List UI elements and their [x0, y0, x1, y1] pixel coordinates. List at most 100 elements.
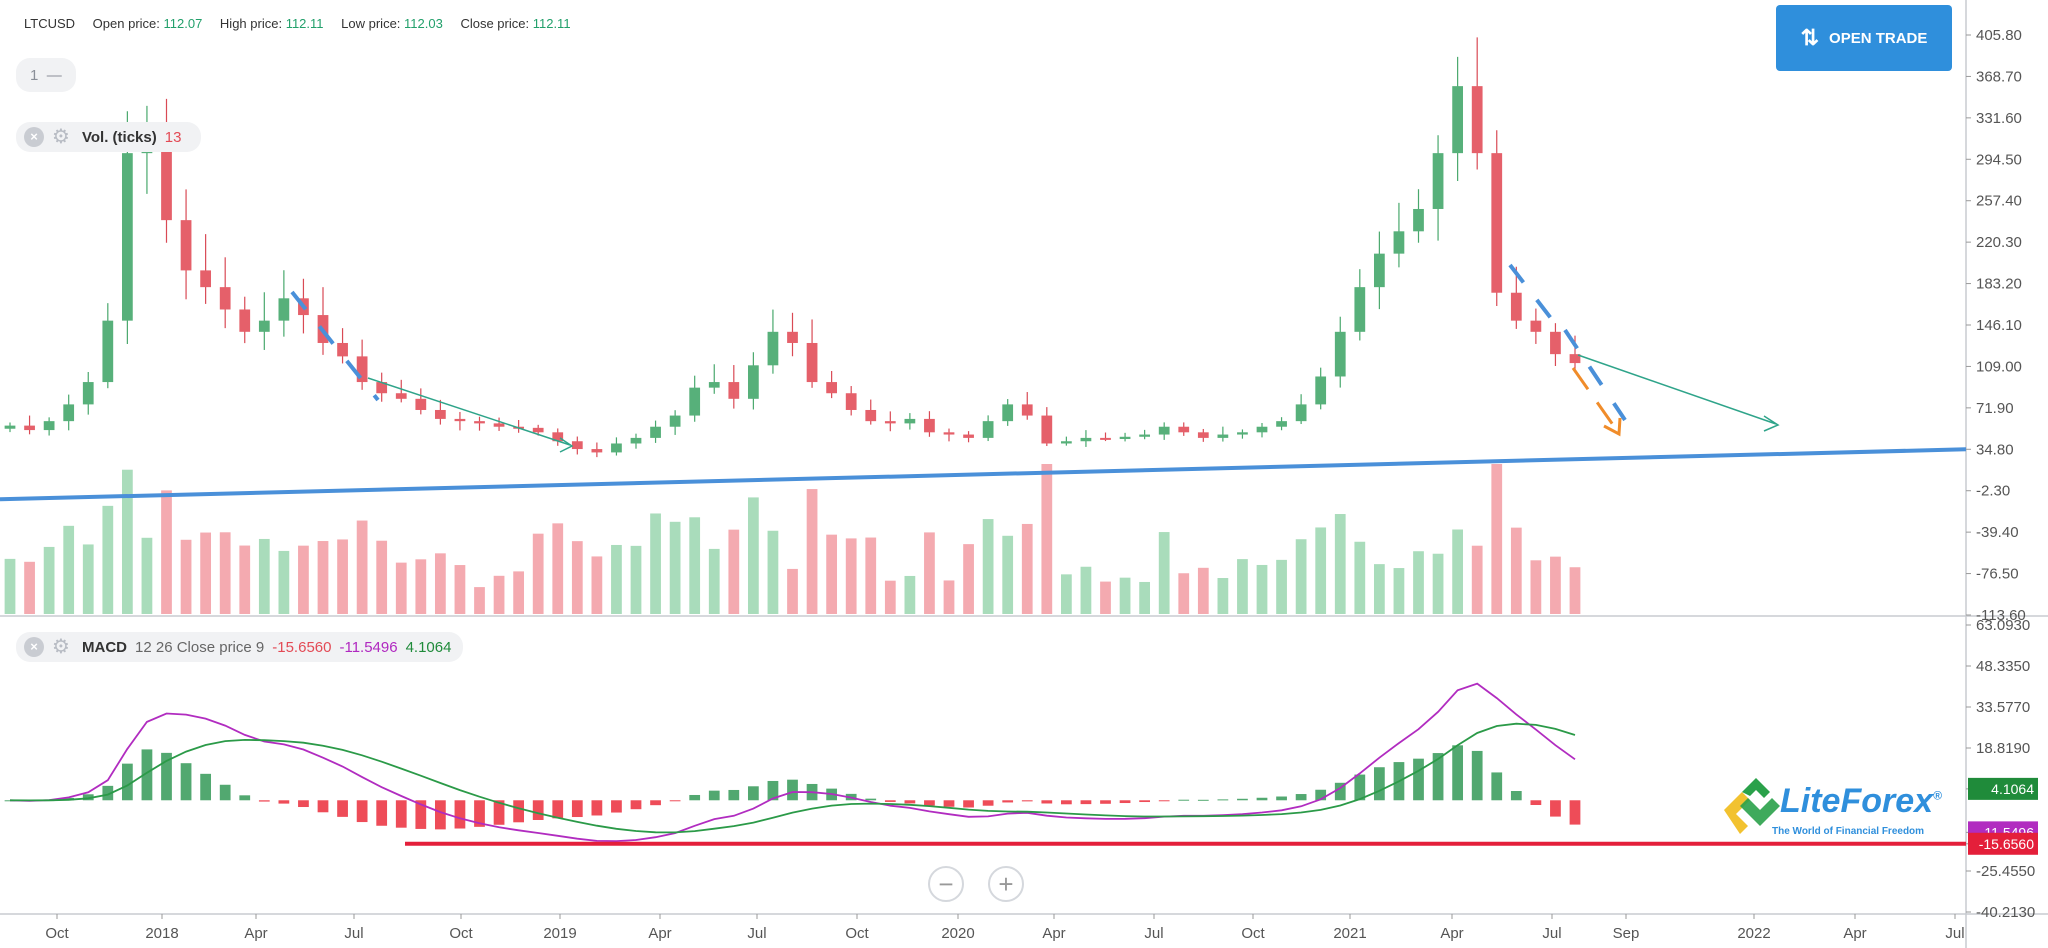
hist-value-tag-text: 4.1064: [1991, 781, 2034, 797]
volume-bar: [787, 568, 798, 614]
price-tick-label: -39.40: [1976, 524, 2019, 541]
volume-bar: [689, 517, 701, 614]
volume-bar: [121, 469, 133, 614]
macd-histogram-bar: [258, 800, 270, 802]
time-tick-label: Oct: [845, 925, 869, 942]
candle-body: [1530, 320, 1542, 332]
hist-value-tag: [1968, 777, 2038, 800]
macd-histogram-bar: [1100, 800, 1111, 804]
volume-bar: [258, 538, 270, 614]
candle-body: [904, 418, 916, 424]
macd-histogram-bar: [395, 800, 407, 828]
volume-bar: [63, 525, 75, 614]
candle-body: [630, 437, 642, 444]
macd-histogram-bar: [493, 800, 505, 825]
price-tick-label: 368.70: [1976, 68, 2022, 85]
interval-selector[interactable]: 1 —: [16, 58, 76, 92]
volume-bar: [415, 559, 427, 614]
macd-histogram-bar: [1021, 800, 1033, 802]
macd-histogram-bar: [1471, 750, 1483, 801]
open-trade-label: OPEN TRADE: [1829, 29, 1928, 47]
volume-bar: [434, 553, 446, 614]
volume-bar: [337, 539, 348, 614]
projection-arrowhead: [1763, 415, 1780, 432]
macd-histogram-bar: [239, 795, 251, 801]
candle-body: [865, 409, 877, 422]
volume-bar: [591, 556, 603, 614]
candle-body: [845, 393, 857, 410]
gear-icon[interactable]: ⚙: [52, 126, 70, 148]
logo-mark-icon: [1724, 778, 1780, 834]
candle-body: [1373, 253, 1385, 288]
volume-bar: [200, 532, 212, 614]
candle-body: [591, 449, 603, 453]
macd-histogram-bar: [298, 800, 309, 808]
volume-bar: [806, 489, 818, 614]
candle-body: [1393, 231, 1405, 254]
volume-bar: [298, 545, 309, 614]
candle-body: [376, 382, 388, 394]
volume-bar: [141, 537, 153, 614]
candle-body: [728, 382, 740, 399]
macd-histogram-bar: [121, 763, 133, 801]
macd-histogram-bar: [552, 800, 564, 819]
volume-bar: [943, 580, 955, 614]
macd-histogram-bar: [317, 800, 329, 813]
time-tick-label: Jul: [1542, 925, 1561, 942]
candle-body: [826, 382, 838, 394]
macd-histogram-bar: [1217, 799, 1229, 801]
zoom-out-button[interactable]: −: [928, 866, 964, 902]
downtrend-dashed-line: [1563, 328, 1627, 422]
candle-body: [787, 331, 798, 343]
candle-body: [4, 425, 16, 429]
macd-hist-value: 4.1064: [405, 638, 452, 656]
candle-body: [1080, 437, 1092, 442]
interval-dash: —: [46, 66, 62, 84]
macd-params: 12 26 Close price 9: [135, 638, 265, 656]
volume-bar: [1530, 560, 1542, 614]
macd-histogram-bar: [963, 800, 974, 808]
time-tick-label: Jul: [747, 925, 766, 942]
candle-body: [552, 432, 564, 442]
volume-bar: [532, 533, 544, 614]
volume-bar: [650, 513, 661, 614]
candle-body: [24, 425, 35, 431]
volume-bar: [1315, 527, 1327, 614]
zoom-in-button[interactable]: +: [988, 866, 1024, 902]
volume-bar: [454, 565, 466, 614]
volume-bar: [767, 530, 779, 614]
macd-histogram-bar: [904, 800, 916, 804]
candle-body: [982, 421, 994, 438]
gear-icon[interactable]: ⚙: [52, 636, 70, 658]
macd-value-tag: [1968, 832, 2038, 855]
volume-bar: [669, 521, 681, 614]
candle-body: [219, 287, 231, 310]
candle-body: [1452, 86, 1464, 154]
macd-tick-label: 33.5770: [1976, 699, 2030, 716]
price-tick-label: 183.20: [1976, 276, 2022, 293]
time-tick-label: Apr: [1042, 925, 1065, 942]
low-value: 112.03: [404, 16, 443, 31]
macd-histogram-bar: [708, 790, 720, 801]
open-trade-button[interactable]: ⇅ OPEN TRADE: [1776, 5, 1952, 71]
candle-body: [571, 441, 583, 450]
volume-bar: [630, 545, 642, 614]
projection-arrow: [1577, 354, 1777, 425]
macd-histogram-bar: [1237, 798, 1248, 801]
candle-body: [1217, 434, 1229, 438]
close-icon[interactable]: ×: [24, 637, 44, 657]
macd-histogram-bar: [1530, 800, 1542, 806]
volume-bar: [963, 544, 974, 614]
high-value: 112.11: [285, 16, 324, 31]
candle-body: [356, 356, 368, 383]
volume-bar: [1334, 514, 1346, 614]
candle-body: [1413, 208, 1424, 232]
downtrend-dashed-line: [1508, 263, 1562, 332]
close-icon[interactable]: ×: [24, 127, 44, 147]
macd-histogram-bar: [689, 794, 701, 801]
price-tick-label: 405.80: [1976, 27, 2022, 44]
projection-arrowhead: [559, 437, 574, 453]
candle-body: [180, 220, 192, 271]
volume-bar: [1569, 567, 1581, 614]
